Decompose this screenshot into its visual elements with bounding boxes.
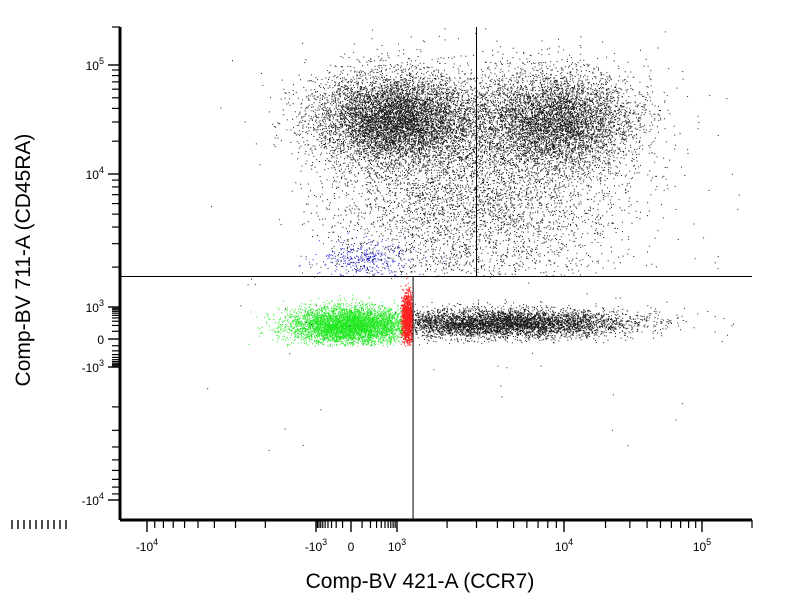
y-tick-label: 103 [86, 298, 104, 315]
event-cloud [298, 232, 445, 278]
y-tick-label: 105 [86, 56, 104, 73]
y-tick-label: -103 [82, 358, 104, 375]
x-tick-label: 0 [348, 540, 355, 554]
tick-labels: -104 -103 0 103 104 105 105 104 103 0 -103 -104 [82, 56, 712, 554]
event-cloud [414, 299, 734, 346]
x-tick-label: 103 [388, 537, 406, 554]
x-tick-label: 104 [555, 537, 573, 554]
y-tick-label: 104 [86, 165, 104, 182]
x-tick-label: 105 [693, 537, 711, 554]
event-cloud [244, 29, 568, 214]
y-axis-title: Comp-BV 711-A (CD45RA) [12, 134, 35, 387]
y-tick-label: -104 [82, 491, 104, 508]
x-tick-label: -104 [136, 537, 158, 554]
event-cloud [400, 277, 415, 347]
event-cloud [419, 38, 728, 224]
event-cloud [207, 31, 733, 452]
event-dots [207, 28, 740, 452]
y-tick-label: 0 [97, 333, 104, 347]
x-tick-label: -103 [305, 537, 327, 554]
quadrant-gates [120, 27, 752, 520]
x-axis-title: Comp-BV 421-A (CCR7) [306, 570, 535, 593]
event-cloud [300, 28, 740, 278]
tick-marks [11, 26, 753, 532]
event-cloud [248, 294, 407, 347]
